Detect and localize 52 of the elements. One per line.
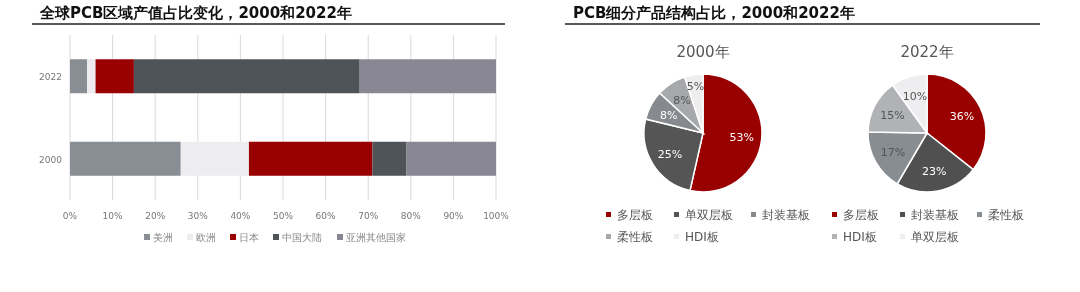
legend-label: 单双层板 — [685, 208, 733, 222]
bar — [248, 141, 373, 176]
x-tick-label: 50% — [272, 211, 294, 221]
legend-label: HDI板 — [843, 230, 877, 244]
legend-label: 美洲 — [153, 232, 173, 243]
legend-label: 柔性板 — [988, 208, 1024, 222]
data-label: 25% — [657, 147, 683, 161]
bar — [133, 59, 360, 94]
legend-label: 中国大陆 — [282, 232, 322, 243]
bar — [95, 59, 134, 94]
x-tick-label: 60% — [315, 211, 337, 221]
data-label: 36% — [949, 110, 975, 124]
x-tick-label: 70% — [358, 211, 379, 221]
x-tick-label: 100% — [483, 211, 510, 221]
chart-title: 全球PCB区域产值占比变化，2000和2022年 — [39, 4, 352, 22]
legend-label: 封装基板 — [762, 208, 810, 222]
bar — [372, 141, 407, 176]
data-label: 10% — [902, 89, 928, 103]
bar — [70, 141, 181, 176]
legend-label: 柔性板 — [617, 230, 653, 244]
y-tick-label: 2000 — [39, 154, 63, 165]
x-tick-label: 40% — [230, 211, 251, 221]
legend-label: 单双层板 — [911, 230, 959, 244]
legend-label: HDI板 — [685, 230, 719, 244]
data-label: 23% — [922, 165, 947, 179]
chart-title: 2000年 — [676, 43, 730, 61]
bar — [70, 59, 88, 94]
data-label: 53% — [729, 131, 754, 145]
legend-label: 多层板 — [843, 208, 879, 222]
legend-label: 欧洲 — [196, 232, 216, 243]
legend-label: 亚洲其他国家 — [346, 232, 406, 243]
x-tick-label: 20% — [145, 211, 166, 221]
data-label: 17% — [880, 146, 906, 160]
bar — [180, 141, 249, 176]
chart-title: 2022年 — [900, 43, 954, 61]
x-tick-label: 90% — [443, 211, 464, 221]
data-label: 5% — [686, 80, 705, 94]
text: PCB细分产品结构占比，2000和2022年 — [573, 4, 855, 22]
bar — [359, 59, 496, 94]
data-label: 8% — [659, 108, 678, 122]
legend-label: 日本 — [239, 232, 259, 243]
x-tick-label: 0% — [62, 211, 78, 221]
legend-label: 封装基板 — [911, 208, 959, 222]
data-label: 15% — [880, 108, 905, 122]
legend-label: 多层板 — [617, 208, 653, 222]
bar — [406, 141, 496, 176]
bar — [87, 59, 96, 94]
x-tick-label: 80% — [400, 211, 422, 221]
x-tick-label: 10% — [102, 211, 124, 221]
y-tick-label: 2022 — [39, 72, 62, 83]
x-tick-label: 30% — [187, 211, 209, 221]
data-label: 8% — [673, 94, 691, 108]
